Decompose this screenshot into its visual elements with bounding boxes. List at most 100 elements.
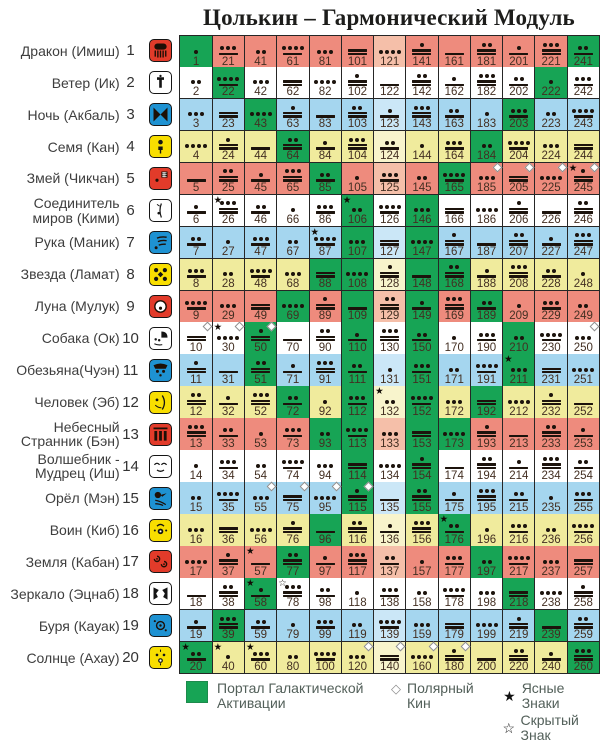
tone-glyph: [443, 163, 465, 182]
tone-glyph: [316, 514, 335, 533]
kin-number: 111: [349, 374, 366, 386]
kin-cell-113: 113: [342, 418, 374, 451]
kin-number: 200: [477, 661, 496, 673]
legend-hidden-sign: ☆ Скрытый Знак: [501, 713, 600, 744]
kin-number: 153: [412, 438, 431, 450]
kin-cell-41: 41: [245, 35, 277, 69]
kin-number: 142: [412, 86, 431, 98]
kin-number: 245: [574, 182, 593, 194]
seal-number: 11: [120, 354, 142, 386]
tone-glyph: [546, 99, 556, 118]
kin-cell-174: 174: [439, 450, 471, 483]
monkey-icon: [149, 359, 172, 382]
tone-glyph: [574, 610, 593, 629]
kin-cell-212: 212: [503, 386, 535, 419]
kin-number: 133: [380, 438, 399, 450]
kin-number: 255: [574, 502, 593, 514]
kin-cell-130: 130: [374, 322, 406, 355]
kin-cell-258: 258: [568, 578, 600, 611]
kin-number: 186: [477, 214, 496, 226]
kin-number: 146: [412, 214, 431, 226]
kin-number: 8: [193, 278, 199, 290]
kin-number: 71: [286, 374, 299, 386]
kin-cell-109: 109: [342, 291, 374, 324]
legend: Портал Галактической Активации ◇ Полярны…: [186, 681, 600, 744]
kin-cell-135: 135: [374, 482, 406, 515]
kin-number: 172: [445, 406, 464, 418]
tone-glyph: [194, 450, 198, 469]
tone-glyph: [509, 642, 528, 661]
kin-number: 145: [412, 182, 431, 194]
clear-sign-star: ★: [569, 164, 578, 174]
kin-cell-220: 220: [503, 642, 535, 675]
tone-glyph: [508, 131, 530, 150]
tone-glyph: [479, 578, 495, 597]
kin-number: 62: [286, 86, 299, 98]
kin-number: 68: [286, 278, 299, 290]
kin-cell-244: 244: [568, 131, 600, 164]
kin-number: 59: [254, 629, 267, 641]
tone-glyph: [509, 227, 528, 246]
tone-glyph: [348, 291, 367, 310]
tone-glyph: [348, 354, 367, 373]
kin-cell-164: 164: [439, 131, 471, 164]
kin-number: 122: [380, 86, 399, 98]
tone-glyph: [412, 36, 431, 55]
kin-cell-58: ★58: [245, 578, 277, 611]
tone-glyph: [316, 195, 335, 214]
kin-number: 144: [412, 150, 431, 162]
seal-icon-wrap: [142, 67, 180, 99]
kin-cell-216: 216: [503, 514, 535, 547]
tone-glyph: [380, 482, 399, 501]
kin-number: 95: [319, 502, 332, 514]
kin-cell-245: ★ 245: [568, 163, 600, 196]
tone-glyph: [316, 99, 335, 118]
kin-number: 233: [541, 438, 560, 450]
legend-portal-label: Портал Галактической Активации: [217, 681, 377, 712]
tone-glyph: [185, 546, 207, 565]
kin-cell-237: 237: [535, 546, 567, 579]
kin-cell-128: 128: [374, 259, 406, 292]
kin-cell-232: 232: [535, 386, 567, 419]
kin-number: 30: [222, 342, 235, 354]
seal-number: 1: [120, 35, 142, 67]
tone-glyph: [443, 418, 465, 437]
kin-number: 184: [477, 150, 496, 162]
kin-number: 90: [319, 342, 332, 354]
kin-number: 102: [348, 86, 367, 98]
tone-glyph: [346, 418, 368, 437]
tone-glyph: [574, 450, 593, 469]
kin-cell-134: 134: [374, 450, 406, 483]
kin-number: 74: [286, 470, 299, 482]
seal-icon-wrap: [142, 227, 180, 259]
kin-number: 136: [380, 534, 399, 546]
seal-number: 5: [120, 163, 142, 195]
kin-number: 60: [254, 661, 267, 673]
tone-glyph: [543, 546, 559, 565]
kin-cell-87: ★87: [310, 227, 342, 260]
tone-glyph: [219, 418, 238, 437]
seal-number: 15: [120, 482, 142, 514]
tone-glyph: [509, 514, 528, 533]
kin-number: 135: [380, 502, 399, 514]
seal-icon-wrap: [142, 418, 180, 450]
kin-number: 83: [319, 118, 332, 130]
seed-icon: [149, 135, 172, 158]
kin-number: 208: [509, 278, 528, 290]
kin-cell-127: 127: [374, 227, 406, 260]
kin-cell-16: 16: [180, 514, 212, 547]
kin-cell-64: 64: [277, 131, 309, 164]
seal-label: Змей (Чикчан): [0, 163, 120, 195]
kin-cell-1: 1: [180, 35, 212, 69]
kin-number: 24: [222, 150, 235, 162]
kin-cell-56: 56: [245, 514, 277, 547]
tone-glyph: [417, 578, 427, 597]
kin-number: 230: [541, 342, 560, 354]
tone-glyph: [250, 514, 272, 533]
kin-number: 22: [222, 86, 235, 98]
tone-glyph: [508, 546, 530, 565]
